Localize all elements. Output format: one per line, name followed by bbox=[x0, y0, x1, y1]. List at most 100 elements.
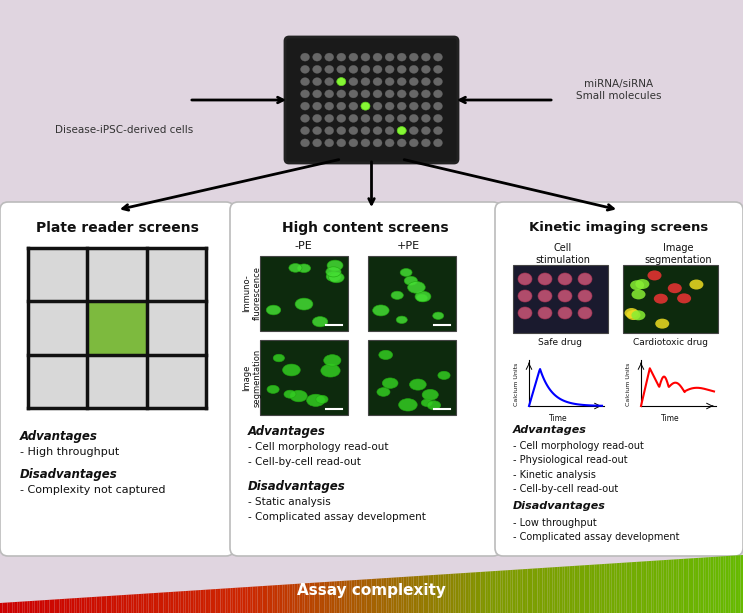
Polygon shape bbox=[215, 589, 218, 613]
Polygon shape bbox=[47, 600, 50, 613]
Polygon shape bbox=[418, 576, 421, 613]
Polygon shape bbox=[35, 601, 37, 613]
Polygon shape bbox=[191, 590, 193, 613]
Polygon shape bbox=[334, 581, 337, 613]
Polygon shape bbox=[510, 570, 513, 613]
Polygon shape bbox=[681, 559, 684, 613]
Ellipse shape bbox=[409, 78, 418, 86]
Polygon shape bbox=[154, 593, 156, 613]
Polygon shape bbox=[518, 569, 520, 613]
Polygon shape bbox=[416, 576, 418, 613]
Ellipse shape bbox=[273, 354, 285, 362]
Ellipse shape bbox=[300, 139, 310, 147]
Polygon shape bbox=[528, 569, 530, 613]
Polygon shape bbox=[649, 561, 652, 613]
Polygon shape bbox=[478, 572, 481, 613]
Ellipse shape bbox=[385, 102, 394, 110]
Ellipse shape bbox=[578, 273, 592, 285]
Ellipse shape bbox=[373, 78, 382, 86]
Polygon shape bbox=[552, 567, 555, 613]
Polygon shape bbox=[91, 597, 94, 613]
Polygon shape bbox=[39, 600, 42, 613]
Polygon shape bbox=[74, 598, 77, 613]
Polygon shape bbox=[669, 560, 671, 613]
Polygon shape bbox=[280, 585, 282, 613]
Ellipse shape bbox=[433, 139, 443, 147]
Polygon shape bbox=[676, 559, 678, 613]
Polygon shape bbox=[698, 558, 701, 613]
Polygon shape bbox=[485, 571, 488, 613]
Polygon shape bbox=[602, 564, 604, 613]
Ellipse shape bbox=[677, 294, 691, 303]
Ellipse shape bbox=[433, 66, 443, 74]
Polygon shape bbox=[726, 556, 728, 613]
Polygon shape bbox=[106, 596, 109, 613]
Text: - Cell morphology read-out
- Cell-by-cell read-out: - Cell morphology read-out - Cell-by-cel… bbox=[248, 442, 389, 467]
Polygon shape bbox=[7, 603, 10, 613]
Ellipse shape bbox=[398, 78, 406, 86]
Polygon shape bbox=[567, 566, 570, 613]
Polygon shape bbox=[136, 594, 139, 613]
Ellipse shape bbox=[349, 66, 358, 74]
Ellipse shape bbox=[398, 102, 406, 110]
Polygon shape bbox=[198, 590, 201, 613]
Ellipse shape bbox=[409, 115, 418, 123]
Polygon shape bbox=[247, 587, 250, 613]
Polygon shape bbox=[126, 595, 129, 613]
Polygon shape bbox=[403, 577, 406, 613]
Ellipse shape bbox=[326, 267, 341, 277]
Polygon shape bbox=[332, 581, 334, 613]
Polygon shape bbox=[730, 555, 733, 613]
Ellipse shape bbox=[325, 78, 334, 86]
Polygon shape bbox=[582, 565, 585, 613]
Ellipse shape bbox=[373, 66, 382, 74]
Ellipse shape bbox=[337, 90, 345, 98]
Polygon shape bbox=[438, 574, 441, 613]
Ellipse shape bbox=[337, 102, 345, 110]
Polygon shape bbox=[716, 557, 718, 613]
Polygon shape bbox=[634, 562, 637, 613]
Ellipse shape bbox=[398, 90, 406, 98]
Polygon shape bbox=[265, 585, 267, 613]
Ellipse shape bbox=[300, 66, 310, 74]
Polygon shape bbox=[414, 576, 416, 613]
Ellipse shape bbox=[282, 364, 300, 376]
Polygon shape bbox=[143, 593, 146, 613]
Ellipse shape bbox=[328, 272, 344, 283]
Polygon shape bbox=[111, 596, 114, 613]
Polygon shape bbox=[741, 555, 743, 613]
Polygon shape bbox=[253, 587, 255, 613]
Text: Advantages: Advantages bbox=[248, 425, 326, 438]
Polygon shape bbox=[548, 568, 550, 613]
Polygon shape bbox=[562, 566, 565, 613]
Text: Assay complexity: Assay complexity bbox=[297, 584, 446, 598]
Polygon shape bbox=[77, 598, 80, 613]
Text: - Complexity not captured: - Complexity not captured bbox=[20, 485, 166, 495]
Polygon shape bbox=[359, 580, 362, 613]
Polygon shape bbox=[255, 587, 258, 613]
Polygon shape bbox=[97, 596, 99, 613]
Polygon shape bbox=[381, 578, 384, 613]
Polygon shape bbox=[515, 569, 518, 613]
Polygon shape bbox=[0, 603, 2, 613]
Polygon shape bbox=[285, 584, 288, 613]
Ellipse shape bbox=[427, 401, 441, 409]
Ellipse shape bbox=[398, 127, 406, 135]
Ellipse shape bbox=[313, 90, 322, 98]
Ellipse shape bbox=[538, 290, 552, 302]
Polygon shape bbox=[141, 594, 143, 613]
Polygon shape bbox=[54, 600, 57, 613]
Bar bbox=[513, 265, 608, 333]
Polygon shape bbox=[243, 587, 245, 613]
Polygon shape bbox=[617, 563, 619, 613]
Ellipse shape bbox=[266, 305, 281, 315]
Ellipse shape bbox=[409, 53, 418, 61]
Ellipse shape bbox=[379, 350, 392, 359]
Polygon shape bbox=[82, 598, 84, 613]
Ellipse shape bbox=[578, 290, 592, 302]
Polygon shape bbox=[325, 582, 327, 613]
Ellipse shape bbox=[349, 115, 358, 123]
Ellipse shape bbox=[421, 102, 430, 110]
Polygon shape bbox=[344, 581, 347, 613]
Polygon shape bbox=[161, 592, 163, 613]
